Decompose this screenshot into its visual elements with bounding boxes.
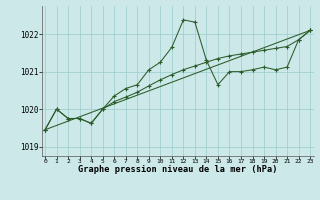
X-axis label: Graphe pression niveau de la mer (hPa): Graphe pression niveau de la mer (hPa) <box>78 165 277 174</box>
